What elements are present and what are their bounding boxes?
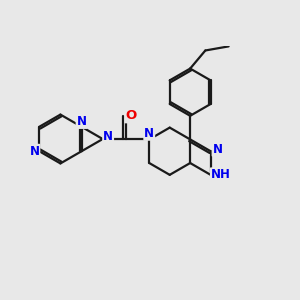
Text: N: N bbox=[212, 143, 223, 156]
Text: NH: NH bbox=[211, 168, 231, 181]
Text: N: N bbox=[103, 130, 113, 143]
Text: N: N bbox=[76, 115, 87, 128]
Text: N: N bbox=[29, 145, 39, 158]
Text: O: O bbox=[125, 109, 136, 122]
Text: N: N bbox=[144, 127, 154, 140]
